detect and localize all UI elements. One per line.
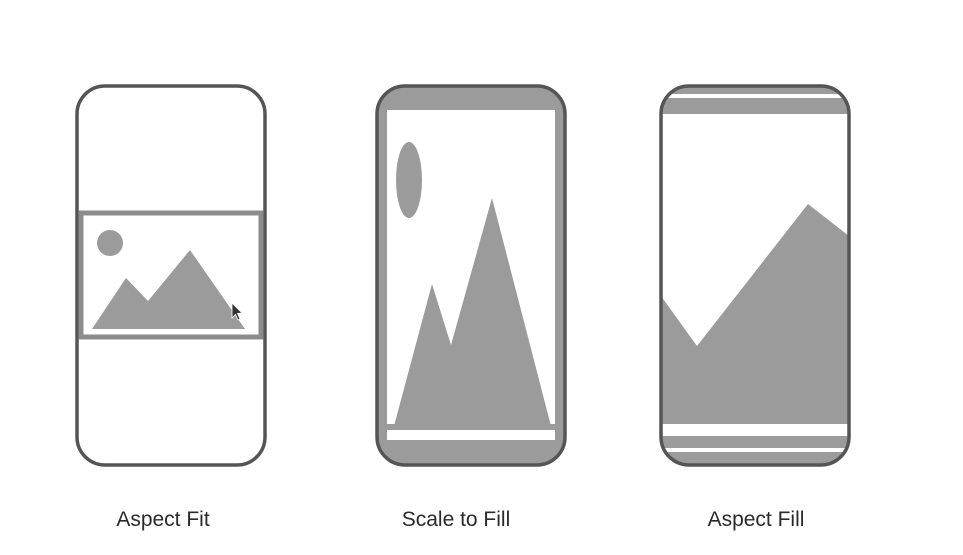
aspect-fill-image [661,86,849,465]
mountain-icon [394,198,551,426]
mountain-icon [92,250,245,329]
aspect-fill-frame [659,84,851,467]
scale-to-fill-device [375,84,567,467]
mouse-pointer-icon [231,302,243,321]
scale-to-fill-image [377,86,565,465]
caption-aspect-fill: Aspect Fill [707,508,805,531]
sun-icon [97,230,123,256]
caption-aspect-fit: Aspect Fit [116,508,210,531]
scale-to-fill-frame [375,84,567,467]
aspect-fill-device [659,84,851,467]
sun-icon [396,142,422,218]
mountain-icon [661,204,849,424]
aspect-fit-image [78,210,264,340]
aspect-fit-device [75,84,267,467]
caption-scale-to-fill: Scale to Fill [401,508,511,531]
